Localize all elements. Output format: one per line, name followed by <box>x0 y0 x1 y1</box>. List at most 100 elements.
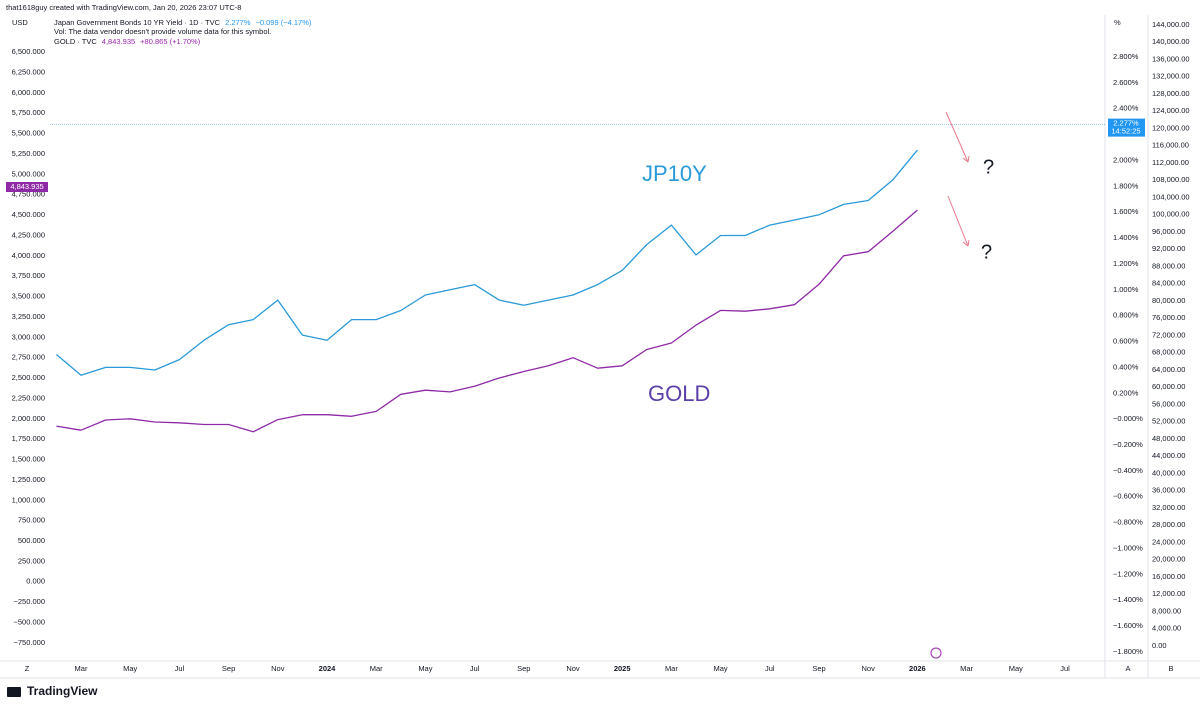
x-tick-label: 2025 <box>614 664 631 673</box>
y3-tick-label: 128,000.00 <box>1152 89 1190 98</box>
y3-tick-label: 28,000.00 <box>1152 520 1185 529</box>
y3-tick-label: 144,000.00 <box>1152 20 1190 29</box>
y-tick-label: 1,750.000 <box>12 434 45 443</box>
series-line <box>55 149 918 376</box>
y-tick-label: 1,250.000 <box>12 475 45 484</box>
y3-tick-label: 52,000.00 <box>1152 417 1185 426</box>
legend-note: Vol: The data vendor doesn't provide vol… <box>54 27 271 36</box>
y-tick-label: −500.000 <box>14 617 46 626</box>
y2-tick-label: 1.600% <box>1113 207 1139 216</box>
x-tick-label: Mar <box>370 664 383 673</box>
y-tick-label: 0.000 <box>26 577 45 586</box>
x-tick-label: May <box>1009 664 1023 673</box>
y-tick-label: 1,000.000 <box>12 495 45 504</box>
y3-tick-label: 32,000.00 <box>1152 503 1185 512</box>
y3-tick-label: 0.00 <box>1152 641 1167 650</box>
y3-tick-label: 100,000.00 <box>1152 210 1190 219</box>
y-tick-label: 5,750.000 <box>12 108 45 117</box>
x-tick-label: Jul <box>470 664 480 673</box>
y3-tick-label: 4,000.00 <box>1152 624 1181 633</box>
y-tick-label: 6,500.000 <box>12 47 45 56</box>
y3-tick-label: 68,000.00 <box>1152 348 1185 357</box>
y-tick-label: 3,750.000 <box>12 271 45 280</box>
x-tick-label: Nov <box>566 664 580 673</box>
auto-button[interactable]: A <box>1125 664 1130 673</box>
y-tick-label: 2,750.000 <box>12 353 45 362</box>
y3-tick-label: 84,000.00 <box>1152 279 1185 288</box>
y2-tick-label: 0.200% <box>1113 388 1139 397</box>
series-line <box>56 209 918 433</box>
x-tick-label: May <box>123 664 137 673</box>
y3-tick-label: 64,000.00 <box>1152 365 1185 374</box>
y2-tick-label: 1.200% <box>1113 259 1139 268</box>
y3-tick-label: 80,000.00 <box>1152 296 1185 305</box>
y2-tick-label: −0.200% <box>1113 440 1143 449</box>
y2-tick-label: −0.600% <box>1113 492 1143 501</box>
legend-title: GOLD · TVC <box>54 37 97 46</box>
y2-tick-label: 2.400% <box>1113 104 1139 113</box>
price-tag-label: 2.277% <box>1113 119 1139 128</box>
legend-value: 4,843.935 <box>102 37 135 46</box>
y3-tick-label: 104,000.00 <box>1152 192 1190 201</box>
x-tick-label: Sep <box>222 664 235 673</box>
y-tick-label: 2,000.000 <box>12 414 45 423</box>
x-tick-label: Sep <box>517 664 530 673</box>
y-tick-label: −250.000 <box>14 597 46 606</box>
log-button[interactable]: B <box>1168 664 1173 673</box>
y2-tick-label: 0.600% <box>1113 337 1139 346</box>
y-tick-label: 500.000 <box>18 536 45 545</box>
y2-tick-label: −0.000% <box>1113 414 1143 423</box>
y2-tick-label: −1.400% <box>1113 595 1143 604</box>
y3-tick-label: 44,000.00 <box>1152 451 1185 460</box>
y-tick-label: 3,000.000 <box>12 332 45 341</box>
y3-tick-label: 48,000.00 <box>1152 434 1185 443</box>
y3-tick-label: 76,000.00 <box>1152 313 1185 322</box>
y3-tick-label: 132,000.00 <box>1152 72 1190 81</box>
y3-tick-label: 24,000.00 <box>1152 537 1185 546</box>
annotation: ? <box>981 241 992 263</box>
x-tick-label: 2026 <box>909 664 926 673</box>
y-tick-label: −750.000 <box>14 638 46 647</box>
y3-tick-label: 124,000.00 <box>1152 106 1190 115</box>
arrow-head <box>962 155 970 163</box>
y-tick-label: 5,000.000 <box>12 169 45 178</box>
y2-tick-label: −1.200% <box>1113 569 1143 578</box>
y3-tick-label: 92,000.00 <box>1152 244 1185 253</box>
event-icon[interactable] <box>930 647 942 659</box>
x-tick-label: May <box>714 664 728 673</box>
x-tick-label: Jul <box>175 664 185 673</box>
logo-icon <box>7 687 21 697</box>
x-tick-label: 2024 <box>319 664 337 673</box>
y3-tick-label: 96,000.00 <box>1152 227 1185 236</box>
y3-tick-label: 140,000.00 <box>1152 37 1190 46</box>
corner-button[interactable]: Z <box>25 664 30 673</box>
right-axis-unit: % <box>1114 18 1121 27</box>
legend-change: +80.865 (+1.70%) <box>140 37 201 46</box>
y-tick-label: 5,500.000 <box>12 129 45 138</box>
annotation: GOLD <box>648 381 710 406</box>
y2-tick-label: 0.400% <box>1113 362 1139 371</box>
y-tick-label: 4,250.000 <box>12 230 45 239</box>
y2-tick-label: −0.800% <box>1113 518 1143 527</box>
y2-tick-label: 2.800% <box>1113 52 1139 61</box>
annotation: JP10Y <box>642 161 707 186</box>
y3-tick-label: 8,000.00 <box>1152 606 1181 615</box>
arrow-head <box>962 239 970 247</box>
y2-tick-label: −1.600% <box>1113 621 1143 630</box>
price-tag-label: 4,843.935 <box>10 182 43 191</box>
y3-tick-label: 72,000.00 <box>1152 330 1185 339</box>
x-tick-label: Nov <box>862 664 876 673</box>
logo: TradingView <box>27 684 98 698</box>
y3-tick-label: 40,000.00 <box>1152 468 1185 477</box>
x-tick-label: Sep <box>812 664 825 673</box>
y-tick-label: 1,500.000 <box>12 455 45 464</box>
y2-tick-label: 2.000% <box>1113 155 1139 164</box>
y-tick-label: 3,500.000 <box>12 292 45 301</box>
y2-tick-label: 1.000% <box>1113 285 1139 294</box>
x-tick-label: Nov <box>271 664 285 673</box>
y3-tick-label: 16,000.00 <box>1152 572 1185 581</box>
price-tag <box>6 182 48 193</box>
legend-value: 2.277% <box>225 18 251 27</box>
